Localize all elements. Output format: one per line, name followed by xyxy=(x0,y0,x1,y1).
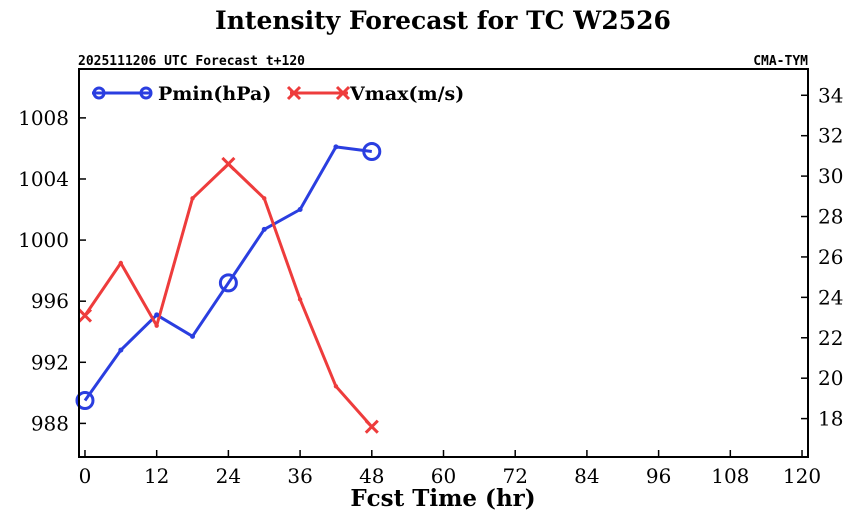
pmin-point xyxy=(218,273,238,293)
legend: Pmin(hPa) Vmax(m/s) xyxy=(92,83,464,105)
right-y-tick-label: 30 xyxy=(818,164,843,188)
right-y-tick-label: 32 xyxy=(818,124,843,148)
pmin-point xyxy=(75,390,95,410)
vmax-series-line xyxy=(83,162,373,428)
vmax-point xyxy=(190,196,195,201)
x-tick-label: 72 xyxy=(502,464,527,488)
right-y-tick-label: 18 xyxy=(818,407,843,431)
vmax-point xyxy=(262,196,267,201)
legend-pmin-marker xyxy=(139,86,153,100)
legend-vmax-marker xyxy=(286,85,302,101)
right-y-tick-label: 24 xyxy=(818,285,843,309)
vmax-point xyxy=(77,308,93,323)
x-tick-label: 12 xyxy=(144,464,169,488)
left-y-tick-label: 996 xyxy=(31,289,69,313)
x-axis-label: Fcst Time (hr) xyxy=(350,485,535,512)
left-y-tick-label: 1000 xyxy=(18,228,69,252)
vmax-point xyxy=(364,419,379,434)
x-tick-label: 0 xyxy=(79,464,92,488)
right-y-tick-label: 20 xyxy=(818,366,843,390)
vmax-point xyxy=(221,156,236,172)
forecast-time-label: 2025111206 UTC Forecast t+120 xyxy=(78,54,305,69)
x-tick-label: 60 xyxy=(431,464,456,488)
x-tick-label: 24 xyxy=(216,464,241,488)
pmin-point xyxy=(297,207,303,213)
left-y-tick-label: 988 xyxy=(31,411,69,435)
right-y-axis-ticks: 18 20 22 24 26 28 30 32 34 xyxy=(801,83,843,431)
right-y-tick-label: 34 xyxy=(818,83,843,107)
series-markers xyxy=(75,141,382,434)
chart-title: Intensity Forecast for TC W2526 xyxy=(215,6,671,35)
pmin-point xyxy=(154,312,160,318)
vmax-point xyxy=(118,260,124,266)
x-axis-ticks: 0 12 24 36 48 60 72 84 96 108 120 xyxy=(79,450,821,488)
legend-pmin-marker xyxy=(92,86,106,100)
x-tick-label: 48 xyxy=(359,464,384,488)
x-tick-label: 108 xyxy=(711,464,749,488)
right-y-tick-label: 26 xyxy=(818,245,843,269)
left-y-tick-label: 1008 xyxy=(18,106,69,130)
right-y-tick-label: 22 xyxy=(818,326,843,350)
pmin-point xyxy=(118,347,124,353)
vmax-point xyxy=(154,323,159,328)
left-y-tick-label: 1004 xyxy=(18,167,69,191)
pmin-point xyxy=(261,226,267,232)
legend-vmax-marker xyxy=(335,85,351,101)
left-y-tick-label: 992 xyxy=(31,350,69,374)
legend-vmax-label: Vmax(m/s) xyxy=(349,83,464,105)
plot-frame xyxy=(78,68,809,458)
pmin-point xyxy=(333,144,339,150)
series-lines xyxy=(83,145,373,428)
legend-pmin-label: Pmin(hPa) xyxy=(158,83,271,105)
pmin-point xyxy=(362,141,382,161)
x-tick-label: 96 xyxy=(646,464,671,488)
left-y-axis-ticks: 988 992 996 1000 1004 1008 xyxy=(18,106,86,435)
vmax-point xyxy=(333,384,339,389)
x-tick-label: 36 xyxy=(287,464,312,488)
right-y-tick-label: 28 xyxy=(818,205,843,229)
x-tick-label: 120 xyxy=(783,464,821,488)
x-tick-label: 84 xyxy=(574,464,599,488)
pmin-series-line xyxy=(83,145,372,402)
vmax-point xyxy=(297,297,303,302)
pmin-point xyxy=(190,333,196,339)
model-label: CMA-TYM xyxy=(753,54,808,69)
